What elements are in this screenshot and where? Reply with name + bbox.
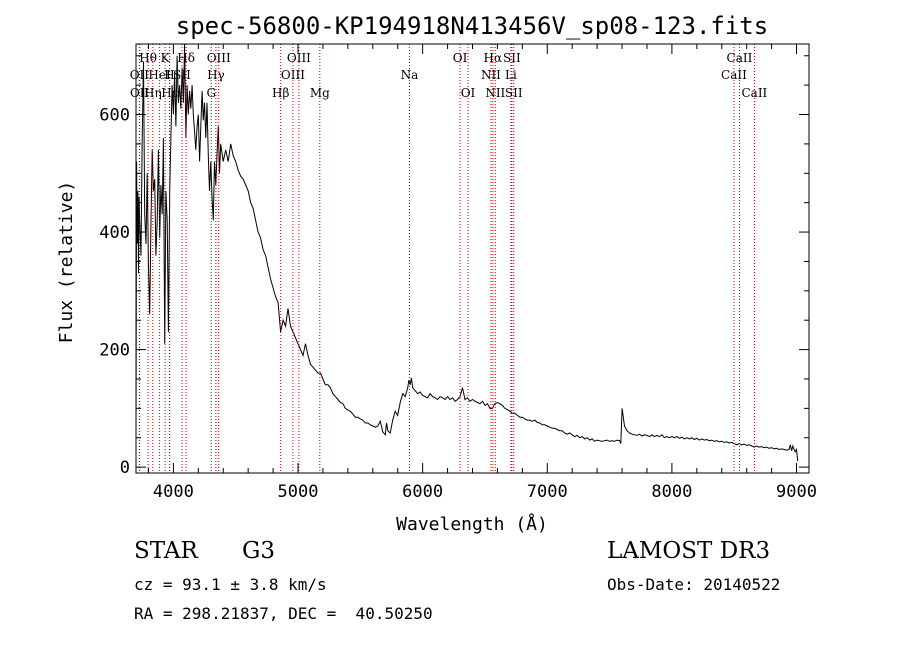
survey-name: LAMOST DR3 [607, 538, 771, 564]
line-label: CaII [721, 68, 747, 82]
x-tick-label: 4000 [153, 482, 194, 502]
line-label: Na [401, 68, 419, 82]
line-label: OIII [281, 68, 305, 82]
line-label: Hβ [272, 86, 289, 100]
y-axis-title: Flux (relative) [56, 181, 77, 344]
x-axis-title: Wavelength (Å) [396, 513, 548, 535]
line-label: Hα [484, 51, 503, 65]
line-label: Hθ [139, 51, 157, 65]
line-label: H [164, 68, 174, 82]
line-label: OIII [287, 51, 311, 65]
x-tick-label: 9000 [776, 482, 817, 502]
line-label: NII [485, 86, 505, 100]
x-tick-label: 6000 [402, 482, 443, 502]
y-tick-label: 400 [99, 223, 130, 243]
y-tick-label: 600 [99, 106, 130, 126]
line-label: OI [453, 51, 468, 65]
x-tick-label: 8000 [651, 482, 692, 502]
line-label: OI [461, 86, 476, 100]
object-subclass: G3 [242, 538, 276, 564]
line-label: CaII [741, 86, 767, 100]
line-label: Hγ [207, 68, 225, 82]
line-label: OIII [207, 51, 231, 65]
y-tick-label: 200 [99, 341, 130, 361]
coordinates: RA = 298.21837, DEC = 40.50250 [134, 604, 433, 623]
x-tick-label: 7000 [527, 482, 568, 502]
line-label: Hδ [177, 51, 195, 65]
line-label: CaII [727, 51, 753, 65]
line-label: K [161, 51, 171, 65]
object-class: STAR [134, 538, 198, 564]
y-tick-label: 0 [120, 458, 130, 478]
obs-date: Obs-Date: 20140522 [607, 575, 781, 594]
x-tick-label: 5000 [278, 482, 319, 502]
line-label: Li [505, 68, 517, 82]
line-label: SII [503, 51, 521, 65]
line-label: G [206, 86, 216, 100]
line-label: SII [173, 68, 191, 82]
line-label: Hη [144, 86, 162, 100]
line-label: Mg [310, 86, 330, 100]
redshift-readout: cz = 93.1 ± 3.8 km/s [134, 575, 327, 594]
chart-title: spec-56800-KP194918N413456V_sp08-123.fit… [176, 12, 768, 40]
line-label: SII [505, 86, 523, 100]
plot-frame [135, 43, 810, 474]
line-label: NII [481, 68, 501, 82]
line-label: OII [130, 86, 150, 100]
spectrum-line [135, 43, 799, 462]
